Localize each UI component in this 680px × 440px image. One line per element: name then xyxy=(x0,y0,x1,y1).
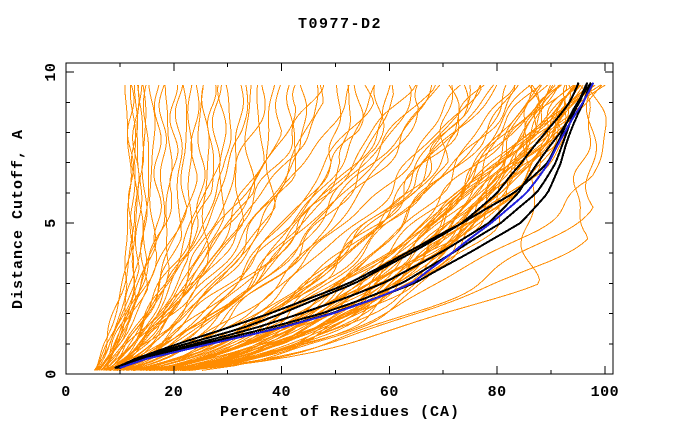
orange-model-curve xyxy=(116,84,375,371)
orange-model-curve xyxy=(188,84,598,371)
plot-border xyxy=(65,62,614,375)
orange-model-curve xyxy=(107,84,232,371)
orange-model-curve xyxy=(113,84,391,371)
orange-model-curve xyxy=(95,84,139,371)
orange-model-curve xyxy=(96,84,179,371)
orange-model-curve xyxy=(104,84,206,371)
orange-model-curve xyxy=(181,84,592,371)
orange-model-curve xyxy=(126,84,385,371)
orange-model-curve xyxy=(173,84,607,371)
x-tick-label: 0 xyxy=(61,384,71,401)
x-tick-label: 100 xyxy=(591,384,620,401)
orange-model-curve xyxy=(122,84,376,371)
orange-model-curve xyxy=(134,84,519,371)
orange-model-curve xyxy=(191,84,587,371)
y-tick-label: 0 xyxy=(43,369,60,379)
black-model-2-curve xyxy=(117,82,589,369)
axis-ticks xyxy=(65,63,613,375)
orange-model-curve xyxy=(120,84,417,371)
y-tick-label: 10 xyxy=(43,63,60,82)
orange-model-curve xyxy=(94,84,140,371)
orange-model-curve xyxy=(168,84,567,371)
x-tick-label: 60 xyxy=(380,384,399,401)
orange-model-curve xyxy=(161,84,561,371)
orange-model-curve xyxy=(107,84,325,371)
x-tick-label: 40 xyxy=(272,384,291,401)
orange-model-curve xyxy=(108,84,266,371)
blue-best-model-curve xyxy=(119,82,595,369)
highlighted-model-curves xyxy=(114,82,595,369)
orange-model-curve xyxy=(115,84,436,371)
x-tick-label: 20 xyxy=(164,384,183,401)
orange-model-curve xyxy=(115,84,433,371)
orange-model-curve xyxy=(201,84,606,371)
y-axis-tick-labels: 0 5 10 xyxy=(43,63,60,379)
orange-model-curve xyxy=(100,84,282,371)
y-tick-label: 5 xyxy=(43,218,60,228)
orange-model-curve xyxy=(100,84,217,371)
orange-model-curve xyxy=(100,84,157,371)
orange-model-curve xyxy=(134,84,498,371)
x-tick-label: 80 xyxy=(488,384,507,401)
orange-model-curve xyxy=(98,84,188,371)
orange-model-curve xyxy=(94,84,135,371)
orange-model-curve xyxy=(122,84,412,371)
orange-model-curve xyxy=(182,84,593,371)
orange-model-curve xyxy=(98,84,162,371)
chart-title: T0977-D2 xyxy=(298,16,382,33)
orange-model-curves xyxy=(93,84,607,371)
x-axis-tick-labels: 0 20 40 60 80 100 xyxy=(61,384,620,401)
orange-model-curve xyxy=(108,84,308,371)
orange-model-curve xyxy=(171,84,591,371)
orange-model-curve xyxy=(105,84,245,371)
orange-model-curve xyxy=(106,84,222,371)
orange-model-curve xyxy=(148,84,572,371)
orange-model-curve xyxy=(126,84,419,371)
orange-model-curve xyxy=(174,84,568,371)
black-model-5-curve xyxy=(115,82,592,369)
orange-model-curve xyxy=(109,84,265,371)
orange-model-curve xyxy=(101,84,137,371)
orange-model-curve xyxy=(113,84,350,371)
y-axis-label: Distance Cutoff, A xyxy=(10,129,27,309)
orange-model-curve xyxy=(186,84,578,371)
orange-model-curve xyxy=(122,84,461,371)
orange-model-curve xyxy=(128,84,482,371)
black-model-3-curve xyxy=(118,82,589,369)
orange-model-curve xyxy=(106,84,256,371)
x-axis-label: Percent of Residues (CA) xyxy=(220,404,460,421)
orange-model-curve xyxy=(110,84,227,371)
orange-model-curve xyxy=(159,84,575,371)
orange-model-curve xyxy=(167,84,576,371)
orange-model-curve xyxy=(138,84,471,371)
orange-model-curve xyxy=(110,84,249,371)
orange-model-curve xyxy=(102,84,200,371)
